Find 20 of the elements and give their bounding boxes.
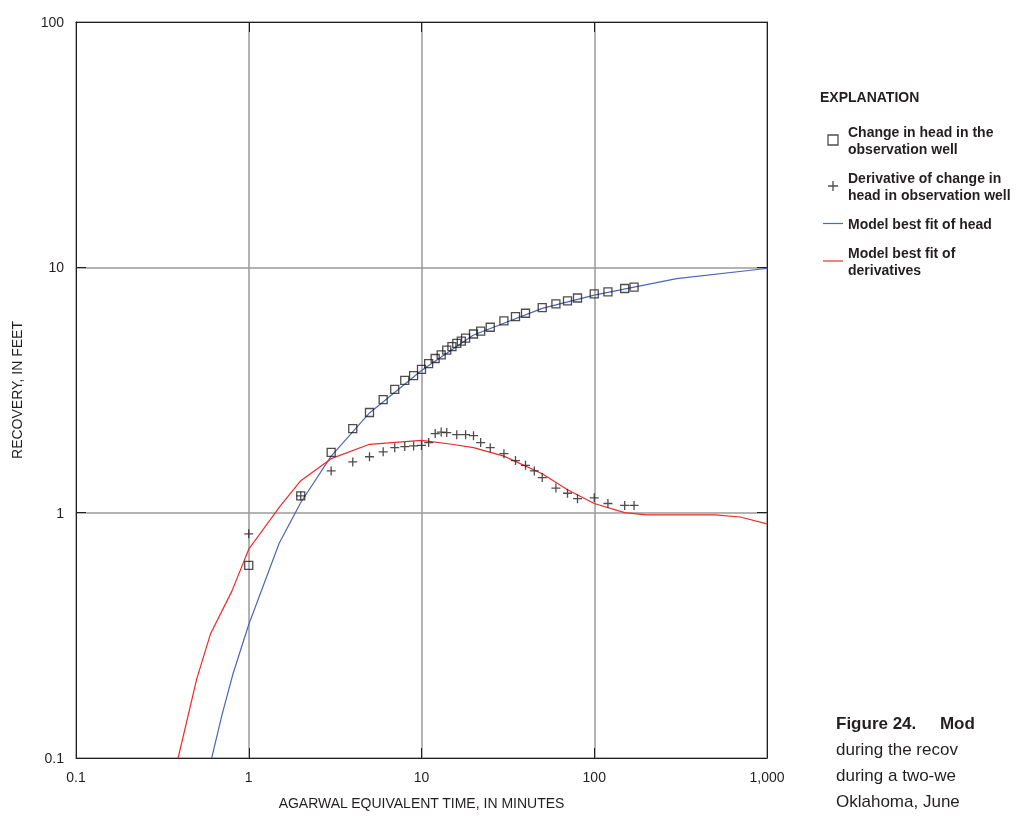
legend-title: EXPLANATION: [820, 89, 920, 105]
legend-label: Model best fit of derivatives: [848, 244, 960, 278]
text: Oklahoma, June: [836, 792, 960, 811]
text: during a two-we: [836, 766, 957, 785]
legend-label: Change in head in the observation well: [848, 123, 998, 157]
x-axis-title: AGARWAL EQUIVALENT TIME, IN MINUTES: [278, 795, 565, 811]
x-tick-label: 100: [582, 769, 607, 785]
legend-label: Derivative of change in head in observation well: [848, 169, 1011, 203]
caption: Figure 24. Mod: [836, 714, 975, 733]
x-tick-label: 10: [413, 769, 430, 785]
legend-label: Model best fit of head: [848, 215, 992, 232]
x-tick-label: 1,000: [749, 769, 785, 785]
y-tick-label: 0.1: [44, 750, 65, 766]
y-tick-label: 100: [40, 14, 65, 30]
y-axis-title: RECOVERY, IN FEET: [9, 320, 25, 459]
x-tick-label: 1: [244, 769, 253, 785]
y-tick-label: 10: [48, 259, 65, 276]
y-tick-label: 1: [56, 504, 65, 521]
x-tick-label: 0.1: [66, 769, 86, 785]
text: during the recov: [836, 740, 959, 759]
